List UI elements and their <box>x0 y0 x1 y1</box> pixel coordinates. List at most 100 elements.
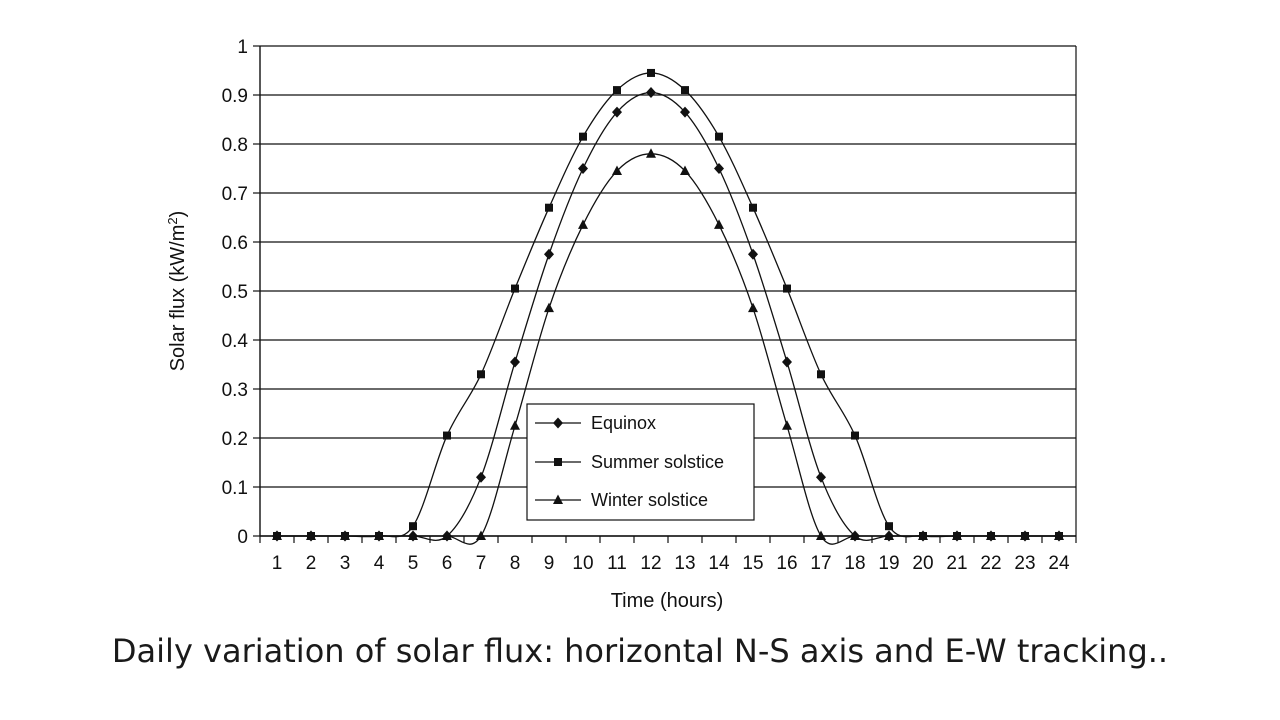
data-point-summer-solstice <box>477 370 485 379</box>
data-point-summer-solstice <box>851 431 859 440</box>
x-tick-label: 8 <box>510 553 521 574</box>
legend-marker-winter-solstice <box>553 494 563 504</box>
x-tick-label: 5 <box>408 553 419 574</box>
data-point-winter-solstice <box>544 302 554 313</box>
x-axis-title: Time (hours) <box>611 590 724 612</box>
x-tick-label: 12 <box>640 553 661 574</box>
data-point-summer-solstice <box>409 522 417 531</box>
x-tick-label: 24 <box>1048 553 1070 574</box>
y-tick-label: 1 <box>237 37 248 58</box>
legend-label-equinox: Equinox <box>591 413 656 433</box>
x-tick-label: 3 <box>340 553 351 574</box>
y-axis-title: Solar flux (kW/m2) <box>165 211 190 372</box>
x-tick-label: 21 <box>946 553 967 574</box>
x-tick-label: 16 <box>776 553 797 574</box>
x-tick-label: 23 <box>1014 553 1035 574</box>
data-point-winter-solstice <box>952 530 962 540</box>
x-tick-label: 18 <box>844 553 865 574</box>
x-tick-label: 19 <box>878 553 899 574</box>
y-tick-label: 0.2 <box>222 429 248 450</box>
data-point-equinox <box>748 248 758 260</box>
y-axis-title-main: Solar flux (kW/m <box>167 225 189 372</box>
grid-lines <box>260 45 1076 537</box>
data-point-equinox <box>680 106 690 118</box>
data-point-summer-solstice <box>443 431 451 440</box>
data-point-summer-solstice <box>647 68 655 77</box>
data-point-winter-solstice <box>1020 530 1030 540</box>
data-point-winter-solstice <box>714 219 724 229</box>
data-point-equinox <box>714 163 724 174</box>
y-tick-label: 0.6 <box>222 233 248 254</box>
x-tick-label: 11 <box>607 553 627 574</box>
data-point-winter-solstice <box>816 530 826 540</box>
x-tick-label: 6 <box>442 553 453 574</box>
data-point-winter-solstice <box>476 530 486 540</box>
data-point-winter-solstice <box>340 530 350 540</box>
data-point-winter-solstice <box>884 530 894 540</box>
y-tick-label: 0.1 <box>222 478 248 499</box>
data-point-equinox <box>646 87 656 99</box>
x-tick-label: 15 <box>742 553 763 574</box>
data-point-winter-solstice <box>986 530 996 540</box>
x-tick-label: 4 <box>374 553 385 574</box>
data-point-winter-solstice <box>850 530 860 540</box>
data-point-winter-solstice <box>272 530 282 540</box>
data-point-winter-solstice <box>612 165 622 175</box>
x-tick-label: 7 <box>476 553 487 574</box>
data-point-winter-solstice <box>306 530 316 540</box>
data-point-summer-solstice <box>681 86 689 95</box>
y-tick-label: 0.4 <box>222 331 249 352</box>
data-point-winter-solstice <box>680 165 690 175</box>
data-point-winter-solstice <box>1054 530 1064 540</box>
y-tick-label: 0.5 <box>222 282 248 303</box>
y-tick-label: 0.3 <box>222 380 248 401</box>
data-point-summer-solstice <box>545 203 553 212</box>
data-point-winter-solstice <box>510 420 520 430</box>
data-point-equinox <box>782 356 792 368</box>
data-point-equinox <box>612 106 622 118</box>
y-tick-label: 0.7 <box>222 184 248 205</box>
data-point-summer-solstice <box>783 284 791 293</box>
data-point-winter-solstice <box>918 530 928 540</box>
data-point-summer-solstice <box>511 284 519 293</box>
y-tick-label: 0 <box>237 527 248 548</box>
x-tick-label: 22 <box>980 553 1001 574</box>
x-tick-label: 17 <box>810 553 831 574</box>
data-point-winter-solstice <box>578 219 588 229</box>
data-point-winter-solstice <box>408 530 418 540</box>
data-point-equinox <box>578 163 588 174</box>
y-tick-label: 0.9 <box>222 86 248 107</box>
legend: Equinox Summer solstice Winter solstice <box>526 403 755 521</box>
x-tick-label: 1 <box>272 553 283 574</box>
data-point-equinox <box>476 471 486 483</box>
x-tick-label: 10 <box>572 553 593 574</box>
data-point-winter-solstice <box>748 302 758 313</box>
x-tick-label: 14 <box>708 553 730 574</box>
x-tick-label: 13 <box>674 553 695 574</box>
data-point-summer-solstice <box>885 522 893 531</box>
legend-label-summer-solstice: Summer solstice <box>591 452 724 472</box>
legend-marker-summer-solstice <box>554 458 562 466</box>
data-point-summer-solstice <box>715 132 723 141</box>
legend-marker-equinox <box>553 417 563 429</box>
data-point-winter-solstice <box>442 530 452 540</box>
data-point-summer-solstice <box>613 86 621 95</box>
x-tick-label: 9 <box>544 553 555 574</box>
data-point-equinox <box>816 471 826 483</box>
data-point-summer-solstice <box>817 370 825 379</box>
data-point-summer-solstice <box>579 132 587 141</box>
data-point-winter-solstice <box>374 530 384 540</box>
data-point-equinox <box>510 356 520 368</box>
figure-caption: Daily variation of solar flux: horizonta… <box>111 632 1169 670</box>
x-tick-label: 20 <box>912 553 933 574</box>
series-markers <box>272 68 1064 542</box>
tick-labels: 00.10.20.30.40.50.60.70.80.911 2 3 4 5 6 7 8 9 10… <box>222 37 1070 574</box>
x-tick-label: 2 <box>306 553 317 574</box>
data-point-equinox <box>544 248 554 260</box>
data-point-summer-solstice <box>749 203 757 212</box>
data-point-winter-solstice <box>782 420 792 430</box>
data-point-winter-solstice <box>646 148 656 158</box>
y-axis-title-superscript: 2 <box>165 217 180 224</box>
legend-label-winter-solstice: Winter solstice <box>591 490 708 510</box>
